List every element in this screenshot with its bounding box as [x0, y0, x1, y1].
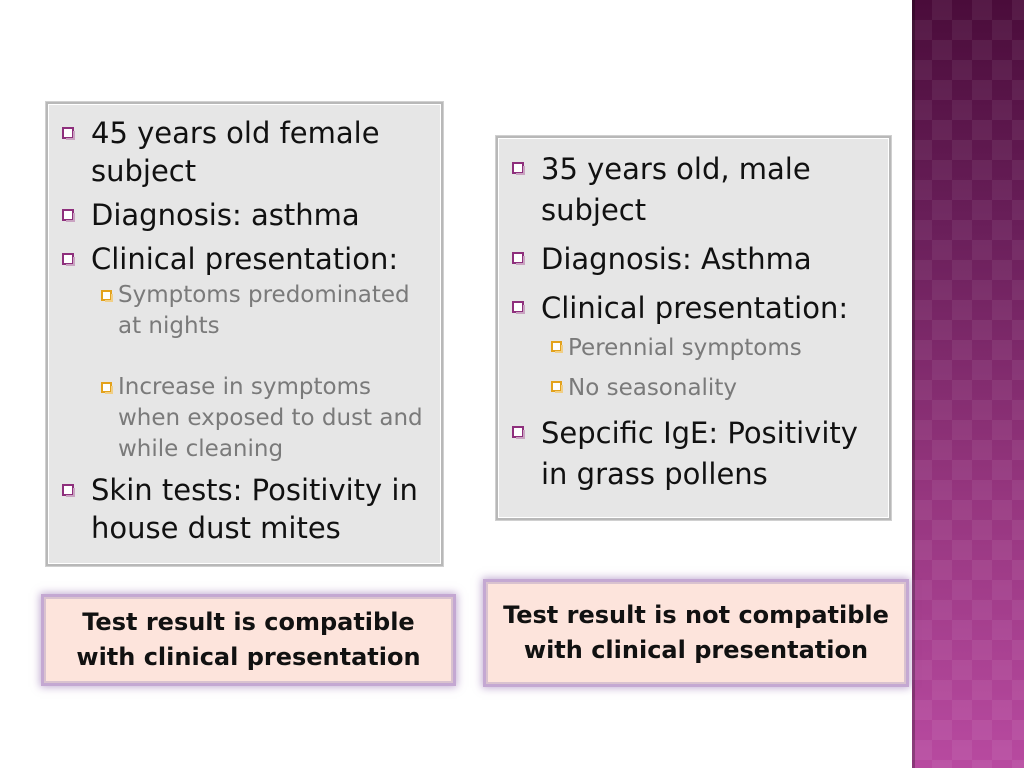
sub-item-text: Increase in symptoms when exposed to dus…: [118, 374, 423, 462]
list-item: Diagnosis: Asthma: [510, 239, 879, 280]
sub-item-text: Perennial symptoms: [568, 335, 802, 361]
sub-item-text: No seasonality: [568, 375, 737, 401]
result-line: with clinical presentation: [76, 643, 421, 671]
list-item: 35 years old, male subject: [510, 149, 879, 231]
case-list-right: 35 years old, male subject Diagnosis: As…: [510, 149, 879, 495]
square-bullet-icon: [62, 253, 75, 266]
list-item: Diagnosis: asthma: [60, 196, 431, 234]
square-bullet-icon: [512, 252, 525, 265]
square-sub-bullet-icon: [101, 382, 113, 394]
square-bullet-icon: [62, 127, 75, 140]
case-item-text: Diagnosis: asthma: [91, 198, 360, 232]
case-item-text: Diagnosis: Asthma: [541, 242, 812, 276]
result-line: Test result is not compatible: [503, 601, 889, 629]
square-bullet-icon: [512, 162, 525, 175]
case-item-text: Sepcific IgE: Positivity in grass pollen…: [541, 416, 858, 491]
list-item: Skin tests: Positivity in house dust mit…: [60, 471, 431, 547]
result-line: with clinical presentation: [523, 636, 869, 664]
case-list-left: 45 years old female subject Diagnosis: a…: [60, 114, 431, 547]
sub-list-item: Symptoms predominated at nights: [91, 280, 431, 342]
list-item: 45 years old female subject: [60, 114, 431, 190]
square-bullet-icon: [62, 484, 75, 497]
list-item: Clinical presentation: Symptoms predomin…: [60, 240, 431, 465]
square-sub-bullet-icon: [551, 341, 563, 353]
square-sub-bullet-icon: [551, 381, 563, 393]
case-item-text: Clinical presentation:: [541, 291, 849, 325]
result-box-right: Test result is not compatible with clini…: [486, 582, 906, 684]
result-text-right: Test result is not compatible with clini…: [503, 598, 889, 668]
sub-item-text: Symptoms predominated at nights: [118, 282, 410, 339]
sub-list-item: No seasonality: [541, 371, 879, 405]
case-box-left: 45 years old female subject Diagnosis: a…: [46, 102, 443, 566]
result-box-left: Test result is compatible with clinical …: [44, 597, 453, 683]
result-line: Test result is compatible: [82, 608, 415, 636]
list-item: Sepcific IgE: Positivity in grass pollen…: [510, 413, 879, 495]
sub-list: Perennial symptoms No seasonality: [541, 331, 879, 405]
square-bullet-icon: [512, 301, 525, 314]
decorative-side-band: [912, 0, 1024, 768]
case-box-right: 35 years old, male subject Diagnosis: As…: [496, 136, 891, 520]
square-sub-bullet-icon: [101, 290, 113, 302]
square-bullet-icon: [62, 209, 75, 222]
case-item-text: 45 years old female subject: [91, 116, 380, 188]
list-item: Clinical presentation: Perennial symptom…: [510, 288, 879, 405]
square-bullet-icon: [512, 426, 525, 439]
case-item-text: 35 years old, male subject: [541, 152, 811, 227]
case-item-text: Clinical presentation:: [91, 242, 399, 276]
sub-list: Symptoms predominated at nights Increase…: [91, 280, 431, 465]
result-text-left: Test result is compatible with clinical …: [76, 605, 420, 675]
sub-list-item: Increase in symptoms when exposed to dus…: [91, 372, 431, 465]
sub-list-item: Perennial symptoms: [541, 331, 879, 365]
case-item-text: Skin tests: Positivity in house dust mit…: [91, 473, 418, 545]
